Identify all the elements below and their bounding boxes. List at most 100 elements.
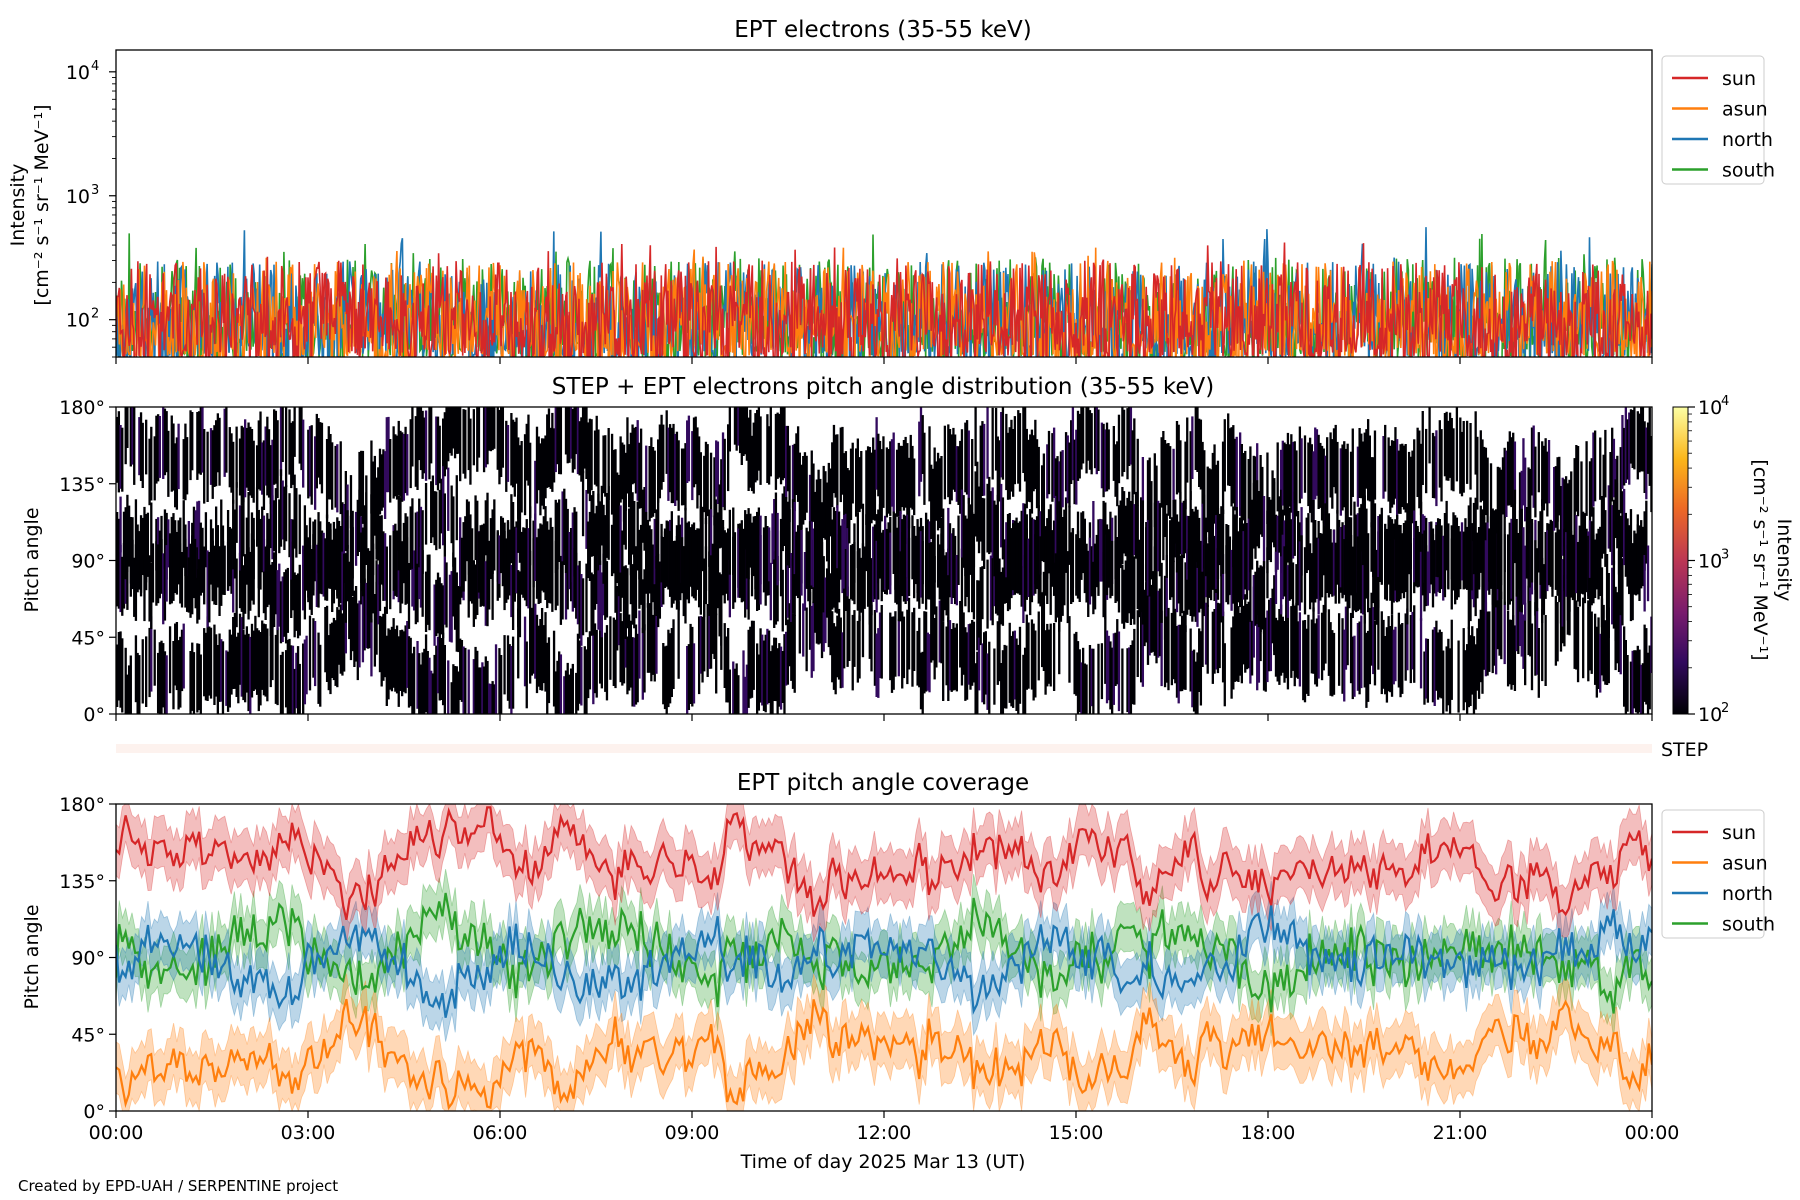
heatmap-cell xyxy=(1476,532,1479,599)
heatmap-cell xyxy=(433,491,436,546)
heatmap-cell xyxy=(1372,537,1375,604)
heatmap-cell xyxy=(1078,649,1081,713)
heatmap-cell xyxy=(127,505,131,567)
heatmap-cell xyxy=(979,567,982,646)
heatmap-cell xyxy=(713,553,716,614)
heatmap-cell xyxy=(372,543,375,614)
heatmap-cell xyxy=(436,416,440,491)
heatmap-cell xyxy=(754,546,757,600)
heatmap-cell xyxy=(447,660,450,714)
heatmap-cell xyxy=(172,423,175,491)
heatmap-cell xyxy=(1003,539,1006,604)
heatmap-cell xyxy=(1187,548,1191,610)
heatmap-cell xyxy=(361,591,365,663)
heatmap-cell xyxy=(1068,505,1071,565)
heatmap-cell xyxy=(488,407,491,451)
heatmap-cell xyxy=(249,636,252,714)
heatmap-cell xyxy=(315,413,318,489)
heatmap-cell xyxy=(825,509,829,562)
heatmap-cell xyxy=(1481,611,1484,694)
heatmap-cell xyxy=(441,466,445,546)
heatmap-cell xyxy=(182,500,185,568)
heatmap-cell xyxy=(723,438,726,511)
heatmap-cell xyxy=(788,603,791,667)
heatmap-cell xyxy=(247,422,250,491)
heatmap-cell xyxy=(872,526,875,602)
heatmap-cell xyxy=(254,615,257,690)
heatmap-cell xyxy=(278,499,281,554)
heatmap-cell xyxy=(1206,466,1209,533)
heatmap-cell xyxy=(769,562,772,621)
heatmap-cell xyxy=(308,545,312,610)
heatmap-cell xyxy=(1000,571,1003,625)
heatmap-cell xyxy=(1240,444,1243,519)
heatmap-cell xyxy=(126,674,129,714)
heatmap-cell xyxy=(1624,512,1627,577)
heatmap-cell xyxy=(1225,524,1228,574)
heatmap-cell xyxy=(401,432,404,502)
heatmap-cell xyxy=(737,407,740,446)
heatmap-cell xyxy=(1336,510,1339,585)
heatmap-cell xyxy=(566,508,569,579)
heatmap-cell xyxy=(435,416,438,486)
heatmap-cell xyxy=(356,499,359,556)
heatmap-cell xyxy=(1530,623,1534,691)
heatmap-cell xyxy=(1600,496,1604,559)
heatmap-cell xyxy=(1435,620,1438,691)
heatmap-cell xyxy=(416,407,419,490)
heatmap-cell xyxy=(894,611,897,677)
heatmap-cell xyxy=(752,422,755,494)
heatmap-cell xyxy=(1184,562,1187,633)
heatmap-cell xyxy=(890,439,894,507)
heatmap-cell xyxy=(1621,415,1624,489)
heatmap-cell xyxy=(894,531,897,603)
heatmap-cell xyxy=(346,545,349,602)
heatmap-cell xyxy=(786,551,790,618)
heatmap-cell xyxy=(892,511,895,574)
heatmap-cell xyxy=(1087,407,1090,461)
heatmap-cell xyxy=(1317,538,1320,615)
heatmap-cell xyxy=(1358,507,1361,576)
heatmap-cell xyxy=(1100,422,1104,489)
y-tick-label: 180° xyxy=(59,794,105,816)
heatmap-cell xyxy=(699,616,702,674)
heatmap-cell xyxy=(1460,431,1464,497)
x-axis-label: Time of day 2025 Mar 13 (UT) xyxy=(740,1151,1026,1173)
heatmap-cell xyxy=(433,654,436,714)
heatmap-cell xyxy=(832,623,836,690)
heatmap-cell xyxy=(964,515,967,577)
heatmap-cell xyxy=(535,614,539,694)
heatmap-cell xyxy=(568,674,571,714)
heatmap-cell xyxy=(858,457,861,513)
heatmap-cell xyxy=(319,521,322,594)
heatmap-cell xyxy=(1643,421,1646,493)
heatmap-cell xyxy=(1090,546,1093,597)
heatmap-cell xyxy=(971,512,974,574)
heatmap-cell xyxy=(1510,437,1513,508)
heatmap-cell xyxy=(1561,477,1564,556)
heatmap-cell xyxy=(1593,539,1597,598)
heatmap-cell xyxy=(389,439,392,503)
heatmap-cell xyxy=(267,429,271,498)
heatmap-cell xyxy=(339,441,342,515)
heatmap-cell xyxy=(906,544,909,602)
heatmap-cell xyxy=(720,480,723,548)
heatmap-cell xyxy=(1221,554,1225,617)
heatmap-cell xyxy=(1331,542,1334,597)
heatmap-cell xyxy=(411,550,414,607)
heatmap-cell xyxy=(1556,515,1559,596)
heatmap-cell xyxy=(1303,547,1307,615)
heatmap-cell xyxy=(158,642,161,714)
heatmap-cell xyxy=(1256,618,1259,691)
heatmap-cell xyxy=(500,655,503,714)
heatmap-cell xyxy=(1436,518,1440,578)
heatmap-cell xyxy=(121,638,124,713)
heatmap-cell xyxy=(1233,438,1237,511)
heatmap-cell xyxy=(1001,567,1005,626)
heatmap-cell xyxy=(680,448,684,506)
heatmap-cell xyxy=(129,407,132,467)
heatmap-cell xyxy=(1047,430,1051,495)
heatmap-cell xyxy=(1128,545,1131,614)
heatmap-cell xyxy=(515,527,518,594)
